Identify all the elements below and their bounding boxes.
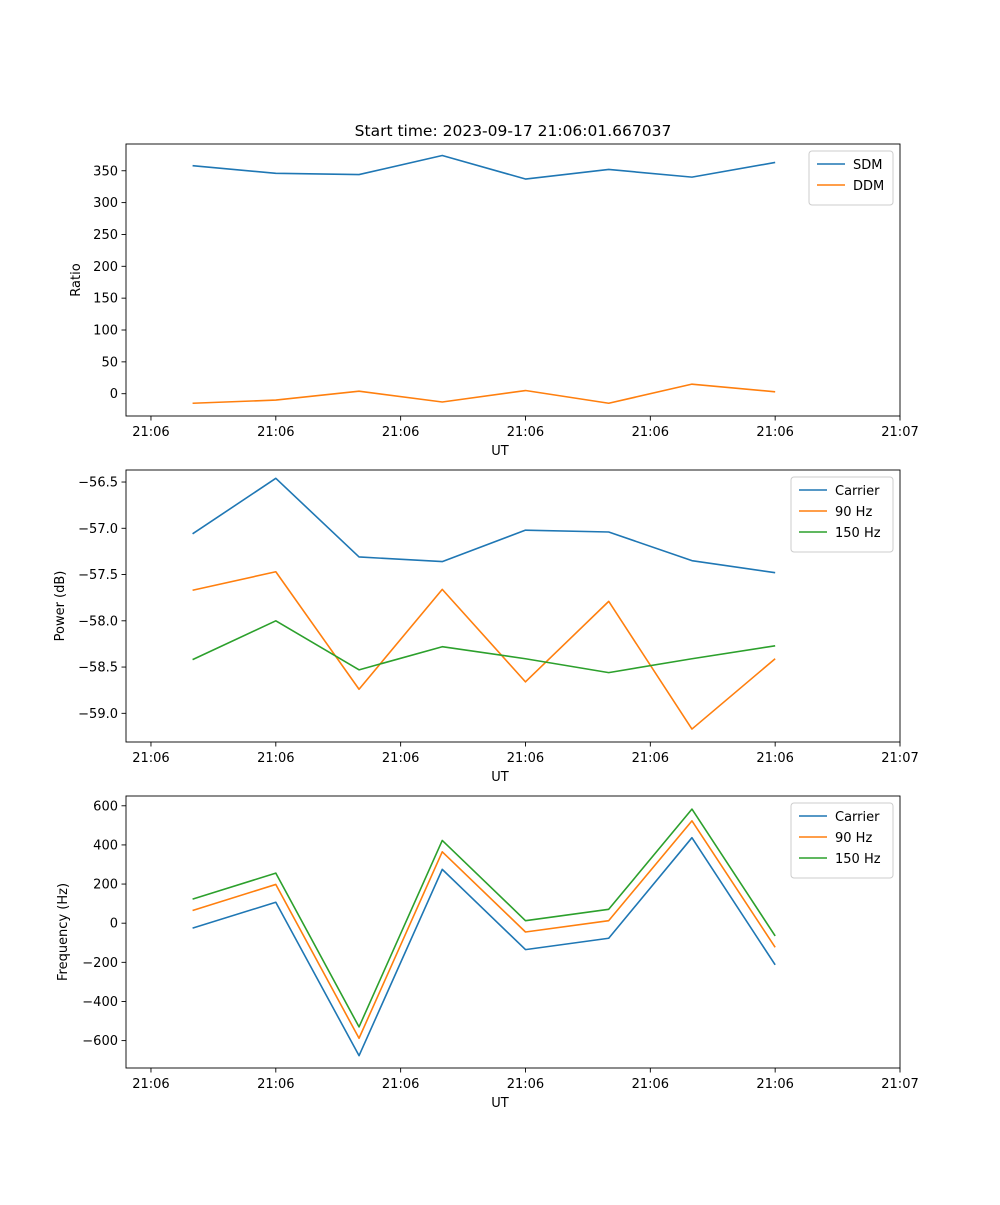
x-tick-label: 21:06 [632,1077,669,1092]
series-line-150-hz [192,619,776,674]
x-tick-label: 21:06 [382,425,419,440]
series-line-150-hz [192,808,776,1028]
series-line-carrier [192,836,776,1057]
panels: 21:06 21:06 21:06 21:06 21:06 21:06 21:07 0 50 10… [53,143,919,1111]
legend-box [790,802,894,879]
y-tick-label: 200 [93,878,118,893]
y-tick-label: 300 [93,196,118,211]
y-tick-label: 0 [110,917,118,932]
x-tick-label: 21:06 [257,425,294,440]
x-tick-label: 21:06 [382,751,419,766]
series-line-sdm [192,154,776,180]
x-tick-label: 21:07 [881,751,918,766]
axes-frame [125,143,901,417]
y-axis-label: Ratio [69,263,84,296]
panel-2: 21:06 21:06 21:06 21:06 21:06 21:06 21:07 −59.0… [53,469,919,785]
legend: Carrier 90 Hz 150 Hz [790,476,894,553]
x-axis-label: UT [491,770,509,785]
y-tick-label: 100 [93,324,118,339]
x-tick-label: 21:06 [756,1077,793,1092]
y-tick-label: 150 [93,292,118,307]
x-tick-label: 21:06 [257,1077,294,1092]
panel-1: 21:06 21:06 21:06 21:06 21:06 21:06 21:07 0 50 10… [69,143,919,459]
x-axis-label: UT [491,1096,509,1111]
legend-label: Carrier [835,810,880,825]
legend-label: 90 Hz [835,831,872,846]
series-line-ddm [192,383,776,405]
legend-label: 150 Hz [835,526,881,541]
x-tick-label: 21:06 [507,1077,544,1092]
x-tick-label: 21:06 [132,1077,169,1092]
axes-frame [125,795,901,1069]
series-line-carrier [192,477,776,574]
y-tick-label: 250 [93,228,118,243]
legend-label: SDM [853,158,882,173]
x-tick-label: 21:06 [382,1077,419,1092]
legend: Carrier 90 Hz 150 Hz [790,802,894,879]
x-tick-label: 21:06 [507,751,544,766]
y-tick-label: −600 [82,1034,118,1049]
x-tick-label: 21:06 [756,425,793,440]
y-tick-label: 350 [93,164,118,179]
y-tick-label: −200 [82,956,118,971]
y-tick-label: 600 [93,799,118,814]
y-tick-label: 0 [110,387,118,402]
x-tick-label: 21:06 [632,751,669,766]
panel-3: 21:06 21:06 21:06 21:06 21:06 21:06 21:07 −600 −… [56,795,919,1111]
x-tick-label: 21:06 [756,751,793,766]
y-tick-label: −400 [82,995,118,1010]
x-axis-label: UT [491,444,509,459]
y-tick-label: −57.0 [78,522,118,537]
series-line-90-hz [192,820,776,1040]
series-line-90-hz [192,570,776,730]
legend-label: DDM [853,179,884,194]
x-tick-label: 21:06 [132,751,169,766]
x-tick-label: 21:06 [132,425,169,440]
legend-label: Carrier [835,484,880,499]
x-tick-label: 21:06 [632,425,669,440]
y-tick-label: 200 [93,260,118,275]
y-axis-label: Frequency (Hz) [56,883,71,981]
legend-label: 150 Hz [835,852,881,867]
y-tick-label: −59.0 [78,707,118,722]
legend-label: 90 Hz [835,505,872,520]
legend-box [790,476,894,553]
y-tick-label: −58.0 [78,614,118,629]
y-tick-label: 50 [101,355,118,370]
y-tick-label: −58.5 [78,661,118,676]
axes-frame [125,469,901,743]
chart-title: Start time: 2023-09-17 21:06:01.667037 [355,122,672,140]
y-tick-label: −56.5 [78,476,118,491]
legend: SDM DDM [808,150,894,206]
x-tick-label: 21:07 [881,425,918,440]
x-tick-label: 21:07 [881,1077,918,1092]
y-tick-label: −57.5 [78,568,118,583]
y-tick-label: 400 [93,838,118,853]
x-tick-label: 21:06 [507,425,544,440]
y-axis-label: Power (dB) [53,571,68,642]
x-tick-label: 21:06 [257,751,294,766]
